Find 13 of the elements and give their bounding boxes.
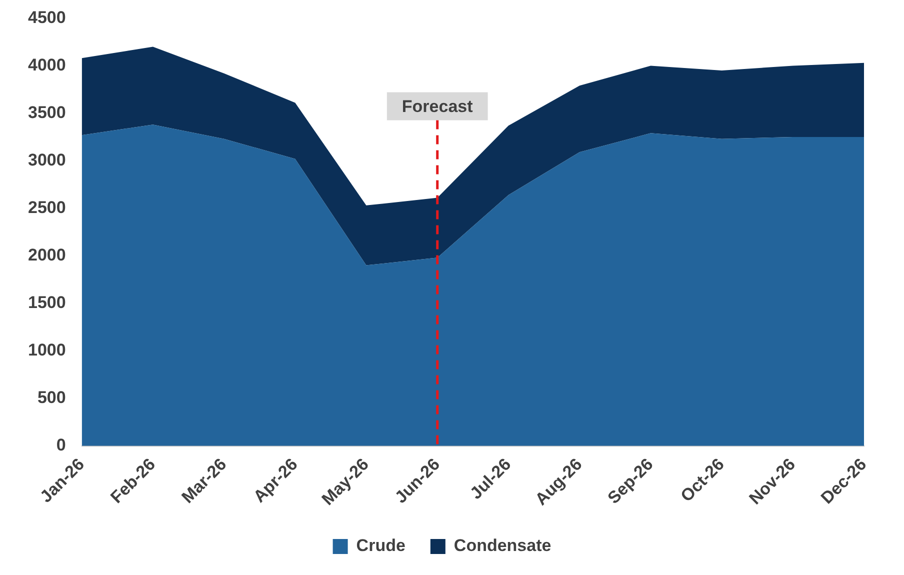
legend-label: Crude [356,536,406,556]
y-tick-label: 1000 [28,340,66,360]
y-tick-label: 3000 [28,150,66,170]
legend-label: Condensate [454,536,552,556]
y-tick-label: 4000 [28,55,66,74]
y-tick-label: 1500 [28,292,66,312]
y-tick-label: 0 [56,436,66,455]
y-tick-label: 3500 [28,102,66,122]
y-tick-label: 500 [37,388,66,407]
y-tick-label: 4500 [28,8,66,27]
y-tick-label: 2500 [28,198,66,217]
ref-line-label: Forecast [402,96,474,116]
y-tick-label: 2000 [28,245,66,264]
